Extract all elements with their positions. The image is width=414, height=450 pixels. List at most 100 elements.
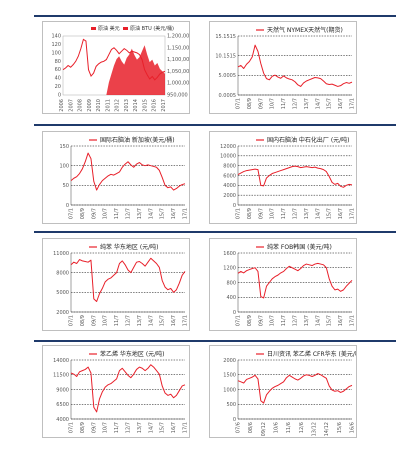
series-line [70,152,186,191]
x-tick-label: 09/12 [261,422,267,436]
y-tick-left-label: 60 [55,67,61,73]
x-tick-label: 17/1 [183,315,189,326]
legend-swatch-2 [123,27,128,30]
x-tick-label: 12/7 [126,315,132,326]
y-tick-label: 11500 [53,373,69,379]
chart-title: 天然气 NYMEX天然气(期货) [267,26,343,34]
series-line [237,44,353,87]
x-tick-label: 14/7 [148,315,154,326]
x-tick-label: 09/7 [91,208,97,219]
y-tick-right-label: 1,000,000 [167,81,190,87]
y-tick-label: 8000 [223,163,236,169]
chart-title: 纯苯 华东地区 (元/吨) [100,243,159,251]
x-tick-label: 11/7 [281,315,287,326]
y-tick-left-label: 0 [58,93,61,99]
x-tick-label: 10/7 [270,98,276,109]
chart-styrene-cfr: 日川资讯 苯乙烯 CFR华东 (美元/吨) 2000 1500 1000 500 007/… [223,350,356,436]
x-tick-label: 08/9 [247,208,253,219]
x-tick-label: 12/6 [299,422,305,433]
x-tick-label: 15/7 [160,315,166,326]
x-tick-label: 07/1 [236,315,242,326]
x-tick-label: 07/1 [69,208,75,219]
y-tick-label: 6000 [223,173,236,179]
chart-panel-styrene-cfr: 日川资讯 苯乙烯 CFR华东 (美元/吨) 2000 1500 1000 500 0 07/… [209,345,357,438]
x-tick-label: 08/6 [248,422,254,433]
chart-panel-natural-gas: 天然气 NYMEX天然气(期货) 15.1515 10.1515 5.0005 0.00… [209,21,357,114]
y-tick-right-label: 950,000 [167,93,188,99]
legend-swatch-1 [91,27,96,30]
x-tick-label: 15/7 [160,422,166,433]
y-tick-left-label: 120 [51,42,61,48]
y-tick-right-label: 1,100,000 [167,57,190,63]
y-tick-right-label: 1,200,000 [167,34,190,40]
y-tick-label: 9000 [56,387,69,393]
y-tick-label: 50 [63,183,69,189]
x-tick-label: 2014 [133,99,139,112]
series-line [70,257,186,303]
x-tick-label: 08/9 [80,208,86,219]
x-tick-label: 11/7 [114,208,120,219]
y-tick-label: 4000 [56,417,69,423]
y-tick-left-label: 40 [55,76,61,82]
x-tick-label: 10/7 [103,315,109,326]
x-tick-label: 2016 [152,99,158,112]
y-tick-label: 0 [233,417,236,423]
y-tick-right-label: 1,150,000 [167,45,190,51]
y-tick-label: 8000 [56,270,69,276]
chart-styrene-east: 苯乙烯 华东地区 (元/吨) 14000 11500 9000 6500 400007/1… [53,350,188,433]
x-tick-label: 10/7 [270,315,276,326]
x-tick-label: 12/7 [293,98,299,109]
x-tick-label: 10/7 [103,208,109,219]
x-tick-label: 12/7 [126,422,132,433]
x-tick-label: 11/7 [114,315,120,326]
legend-label-2: 原油 BTU (美元/桶) [130,25,174,32]
series-area [63,45,165,95]
x-tick-label: 16/7 [171,315,177,326]
x-tick-label: 2011 [105,99,111,112]
chart-intl-naphtha: 国际石脑油 新加坡(美元/桶) 150 100 50 007/1 08/9 09/7 10/7… [59,136,188,219]
y-tick-label: 14000 [53,358,69,364]
y-tick-right-label: 1,050,000 [167,69,190,75]
x-tick-label: 13/7 [304,315,310,326]
y-tick-label: 1200 [223,266,236,272]
y-tick-label: 10.1515 [215,53,236,59]
x-tick-label: 09/7 [258,208,264,219]
x-tick-label: 13/7 [137,208,143,219]
chart-natural-gas: 天然气 NYMEX天然气(期货) 15.1515 10.1515 5.0005 0.00… [215,26,355,109]
x-tick-label: 08/9 [80,422,86,433]
y-tick-label: 0 [66,203,69,209]
x-tick-label: 16/7 [171,208,177,219]
chart-crude-oil: 原油 美元 原油 BTU (美元/桶) 140 120 100 80 60 40 20 0 1,20… [51,25,190,112]
x-tick-label: 2010 [96,99,102,112]
x-tick-label: 09/7 [91,315,97,326]
y-tick-left-label: 100 [51,50,61,56]
y-tick-label: 5000 [56,290,69,296]
x-tick-label: 15/7 [160,208,166,219]
x-tick-label: 14/7 [315,98,321,109]
section-divider-2 [34,124,396,126]
x-tick-label: 07/6 [236,422,242,433]
chart-panel-styrene-east: 苯乙烯 华东地区 (元/吨) 14000 11500 9000 6500 4000 07/1… [42,345,190,438]
x-tick-label: 12/7 [293,208,299,219]
x-tick-label: 15/7 [327,98,333,109]
series-line [237,373,353,404]
x-tick-label: 2015 [142,99,148,112]
series-line [70,364,186,413]
y-tick-left-label: 20 [55,84,61,90]
chart-benzene-korea: 纯苯 FOB韩国 (美元/吨) 1600 1200 800 400 007/1 08/9 09… [223,243,355,326]
y-tick-left-label: 80 [55,59,61,65]
y-tick-label: 150 [59,144,69,150]
x-tick-label: 13/12 [312,422,318,436]
x-tick-label: 07/1 [236,98,242,109]
y-tick-label: 15.1515 [215,34,236,40]
x-tick-label: 2008 [78,99,84,112]
x-tick-label: 07/1 [69,315,75,326]
y-tick-label: 2000 [56,310,69,316]
y-tick-label: 1500 [223,373,236,379]
x-tick-label: 17/1 [350,208,356,219]
chart-title: 国内石脑油 中石化出厂 (元/吨) [267,136,350,144]
section-divider-4 [34,340,396,342]
y-tick-label: 0 [233,203,236,209]
x-tick-label: 14/7 [148,208,154,219]
